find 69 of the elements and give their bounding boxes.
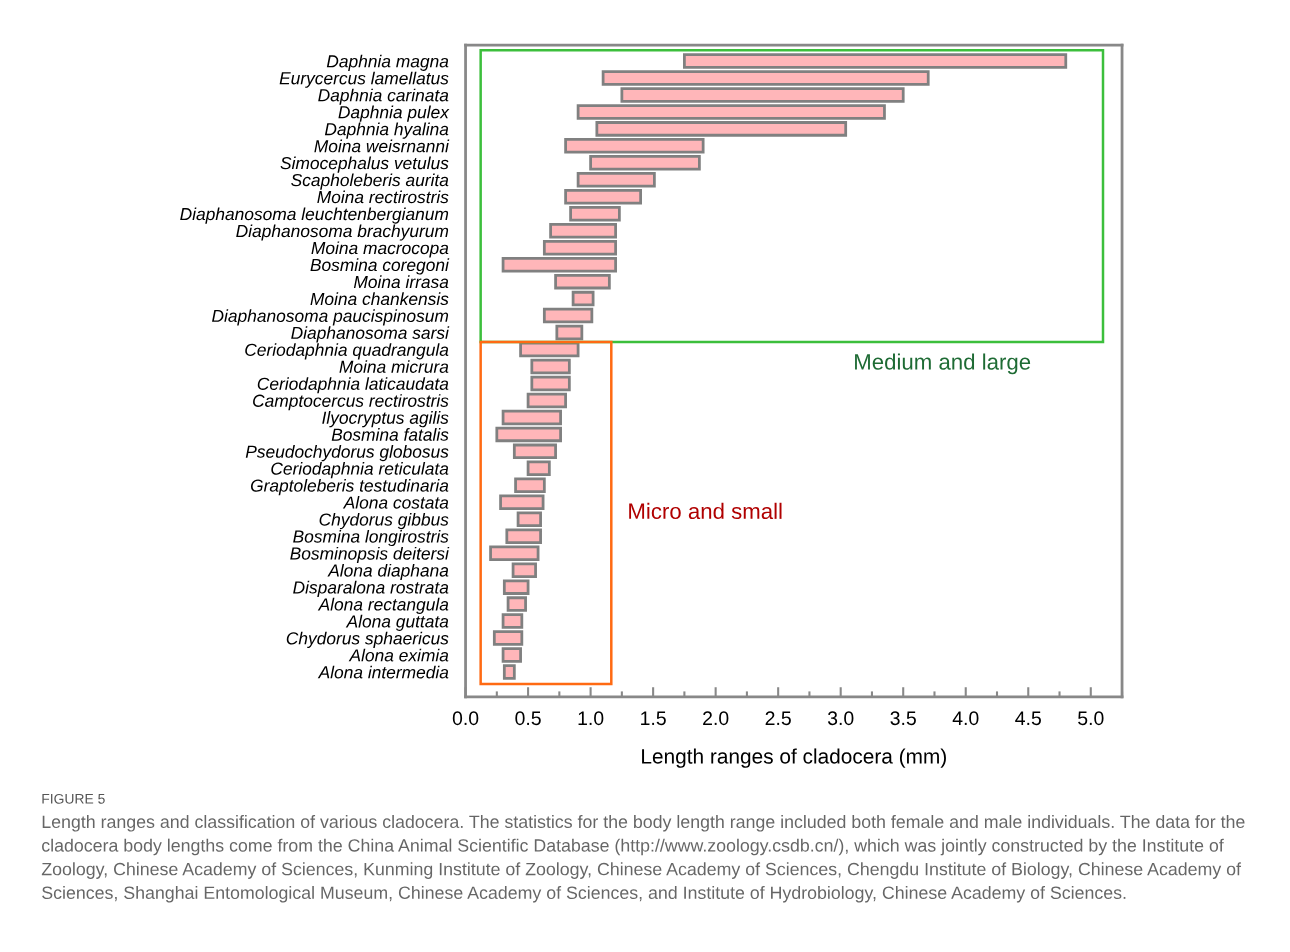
y-tick-label: Diaphanosoma paucispinosum xyxy=(212,309,449,326)
y-tick-label: Chydorus gibbus xyxy=(319,512,449,530)
x-tick-label: 2.5 xyxy=(765,711,791,726)
x-axis-title: Length ranges of cladocera (mm) xyxy=(642,748,946,768)
annotation: Micro and small xyxy=(629,502,782,520)
bar xyxy=(495,426,562,443)
bar xyxy=(514,477,546,494)
y-tick-label: Daphnia carinata xyxy=(318,88,449,105)
y-tick-label: Ceriodaphnia quadrangula xyxy=(245,343,449,360)
y-tick-label: Graptoleberis testudinaria xyxy=(250,479,449,496)
x-tick-label: 4.5 xyxy=(1015,711,1041,726)
y-tick-label: Disparalona rostrata xyxy=(293,580,449,598)
y-tick-label: Moina micrura xyxy=(339,360,449,373)
bar xyxy=(530,375,571,392)
bar xyxy=(526,392,567,409)
y-tick-label: Alona diaphana xyxy=(327,563,449,581)
bar xyxy=(519,341,580,358)
bar xyxy=(554,273,611,290)
y-tick-label: Moina chankensis xyxy=(310,292,449,306)
y-tick-label: Daphnia hyalina xyxy=(324,122,449,139)
y-tick-label: Alona rectangula xyxy=(317,597,449,615)
y-tick-label: Pseudochydorus globosus xyxy=(245,445,449,462)
y-tick-label: Bosmina fatalis xyxy=(331,428,449,441)
y-tick-label: Diaphanosoma brachyurum xyxy=(236,224,449,241)
y-tick-label: Eurycercus lamellatus xyxy=(279,71,449,88)
y-tick-label: Daphnia magna xyxy=(326,54,449,71)
y-tick-label: Moina rectirostris xyxy=(317,190,449,204)
y-tick-label: Bosminopsis deitersi xyxy=(290,546,450,564)
bar xyxy=(501,256,617,273)
x-tick-label: 3.5 xyxy=(890,711,916,726)
caption: FIGURE 5 xyxy=(42,793,105,804)
y-tick-label: Alona intermedia xyxy=(317,665,449,679)
bar xyxy=(542,307,594,324)
y-tick-label: Diaphanosoma sarsi xyxy=(291,326,450,343)
bar xyxy=(542,239,617,256)
bar xyxy=(549,222,617,239)
y-tick-label: Moina macrocopa xyxy=(311,241,449,258)
y-tick-label: Ceriodaphnia laticaudata xyxy=(257,377,449,394)
y-tick-label: Bosmina coregoni xyxy=(310,258,450,275)
bar xyxy=(530,358,571,375)
y-tick-label: Alona costata xyxy=(342,495,449,509)
bar xyxy=(501,409,562,426)
text: Length ranges and classification of various cladocera. The statistics for the body length range included both female and male individuals. The data for the cladocera body lengths come from the China Animal Scientific Database (http://www.zoology.csdb.cn/), which was jointly constructed by the Institute of Zoology, Chinese Academy of Sciences, Kunming Institute of Zoology, Chinese Academy of Sciences, Chengdu Institute of Biology, Chinese Academy of Sciences, Shanghai Entomological Museum, Chinese Academy of Sciences, and Institute of Hydrobiology, Chinese Academy of Sciences. xyxy=(41,815,1245,903)
y-tick-label: Simocephalus vetulus xyxy=(280,156,449,173)
x-tick-label: 2.0 xyxy=(703,711,729,726)
y-tick-label: Daphnia pulex xyxy=(338,105,450,122)
y-tick-label: Camptocercus rectirostris xyxy=(253,394,449,411)
y-tick-label: Alona guttata xyxy=(345,614,449,631)
x-tick-label: 0.0 xyxy=(452,711,479,726)
x-tick-label: 1.5 xyxy=(641,711,666,726)
x-tick-label: 4.0 xyxy=(952,711,979,726)
y-tick-label: Moina irrasa xyxy=(353,275,449,289)
y-tick-label: Alona eximia xyxy=(348,648,449,662)
y-tick-label: Bosmina longirostris xyxy=(293,529,449,547)
x-tick-label: 3.0 xyxy=(827,711,854,726)
y-tick-label: Ilyocryptus agilis xyxy=(322,411,449,428)
bar xyxy=(571,290,595,307)
y-tick-label: Scapholeberis aurita xyxy=(291,173,449,190)
annotation: Medium and large xyxy=(855,353,1031,375)
bar xyxy=(512,443,557,460)
y-tick-label: Chydorus sphaericus xyxy=(286,631,449,648)
y-tick-label: Moina weisrnanni xyxy=(314,139,450,153)
x-tick-label: 0.5 xyxy=(515,711,541,726)
bar xyxy=(526,460,551,477)
x-tick-label: 5.0 xyxy=(1078,711,1104,726)
x-tick-label: 1.0 xyxy=(578,711,604,726)
bar xyxy=(555,324,584,341)
y-tick-label: Diaphanosoma leuchtenbergianum xyxy=(180,207,449,224)
y-tick-label: Ceriodaphnia reticulata xyxy=(271,462,449,479)
